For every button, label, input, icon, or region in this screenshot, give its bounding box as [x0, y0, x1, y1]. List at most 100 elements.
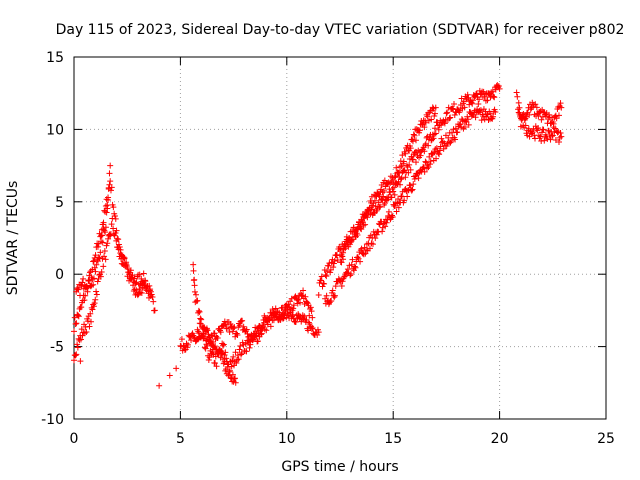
data-point — [395, 204, 402, 211]
data-point — [328, 298, 335, 305]
data-point — [136, 271, 143, 278]
data-point — [101, 227, 108, 234]
data-point — [421, 168, 428, 175]
data-point — [330, 260, 337, 267]
data-point — [356, 224, 363, 231]
data-point — [446, 115, 453, 122]
data-point — [130, 282, 137, 289]
data-point — [191, 288, 198, 295]
data-point — [440, 145, 447, 152]
data-point — [376, 193, 383, 200]
data-point — [491, 94, 498, 101]
data-point — [97, 273, 104, 280]
data-point — [339, 278, 346, 285]
data-point — [332, 283, 339, 290]
data-point — [100, 219, 107, 226]
data-point — [216, 347, 223, 354]
data-point — [400, 158, 407, 165]
data-point — [286, 309, 293, 316]
data-point — [229, 328, 236, 335]
data-point — [421, 148, 428, 155]
data-point — [447, 139, 454, 146]
x-tick-label: 0 — [70, 431, 79, 447]
data-point — [357, 247, 364, 254]
data-point — [547, 136, 554, 143]
data-point — [185, 341, 191, 348]
data-point — [325, 262, 332, 269]
data-point — [217, 329, 224, 336]
data-point — [253, 330, 260, 337]
data-point — [338, 283, 345, 290]
data-point — [368, 240, 375, 247]
data-point — [402, 174, 409, 181]
data-point — [302, 293, 309, 300]
data-point — [231, 375, 238, 382]
data-point — [133, 287, 140, 294]
data-point — [219, 350, 226, 357]
data-point — [407, 145, 414, 152]
data-point — [74, 312, 81, 319]
data-point — [490, 113, 497, 120]
data-point — [319, 283, 326, 290]
data-point — [111, 232, 118, 239]
data-point — [117, 250, 124, 257]
x-axis: 0 5 10 15 20 25 — [70, 57, 615, 447]
data-point — [246, 344, 253, 351]
data-point — [205, 356, 212, 363]
data-points — [71, 82, 565, 389]
data-point — [424, 113, 431, 120]
data-point — [515, 109, 522, 116]
data-point — [362, 221, 369, 228]
data-point — [77, 336, 84, 343]
data-point — [290, 302, 297, 309]
x-tick-label: 10 — [278, 431, 296, 447]
x-tick-label: 20 — [491, 431, 509, 447]
data-point — [549, 132, 556, 139]
data-point — [457, 121, 464, 128]
data-point — [331, 292, 338, 299]
data-point — [221, 359, 228, 366]
data-point — [552, 137, 559, 144]
data-point — [93, 261, 100, 268]
data-point — [214, 334, 221, 341]
data-point — [138, 290, 145, 297]
data-point — [266, 316, 273, 323]
data-point — [382, 223, 389, 230]
data-point — [381, 187, 388, 194]
data-point — [387, 189, 394, 196]
data-point — [122, 260, 129, 267]
data-point — [206, 334, 213, 341]
data-point — [461, 124, 468, 131]
data-point — [290, 305, 297, 312]
data-point — [359, 219, 366, 226]
data-point — [105, 184, 112, 191]
data-point — [381, 177, 388, 184]
data-point — [391, 191, 398, 198]
y-tick-label: 10 — [46, 122, 64, 138]
data-point — [399, 152, 406, 159]
data-point — [438, 135, 445, 142]
data-point — [409, 156, 416, 163]
data-point — [433, 155, 440, 162]
data-point — [340, 256, 347, 263]
data-point — [349, 236, 356, 243]
data-point — [366, 204, 373, 211]
data-point — [301, 313, 308, 320]
data-point — [150, 298, 157, 305]
data-point — [196, 308, 203, 315]
data-point — [448, 138, 455, 145]
data-point — [557, 129, 564, 136]
data-point — [344, 266, 351, 273]
data-point — [409, 156, 416, 163]
data-point — [353, 230, 360, 237]
data-point — [178, 336, 185, 343]
data-point — [417, 152, 424, 159]
data-point — [437, 143, 444, 150]
data-point — [104, 205, 111, 212]
data-point — [472, 114, 479, 121]
data-point — [409, 186, 416, 193]
data-point — [323, 273, 330, 280]
data-point — [407, 166, 414, 173]
data-point — [204, 327, 211, 334]
data-point — [202, 333, 209, 340]
